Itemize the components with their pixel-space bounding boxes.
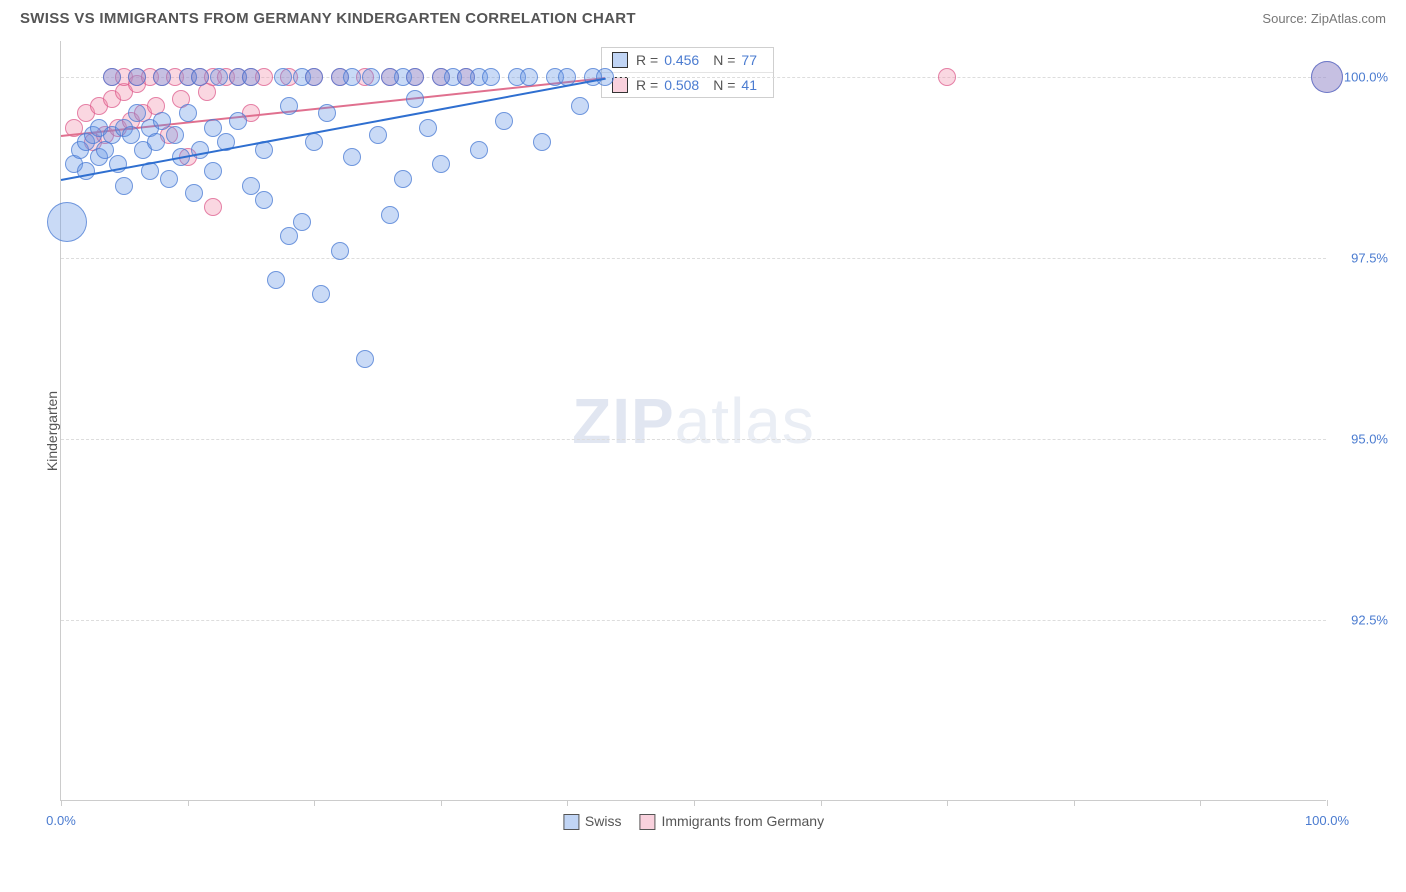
swiss-point	[210, 68, 228, 86]
swiss-point	[255, 191, 273, 209]
x-tick	[947, 800, 948, 806]
swiss-point	[280, 227, 298, 245]
n-label: N =	[713, 77, 735, 93]
chart-title: SWISS VS IMMIGRANTS FROM GERMANY KINDERG…	[20, 10, 636, 27]
r-label: R =	[636, 52, 658, 68]
y-tick-label: 95.0%	[1351, 432, 1388, 447]
x-tick	[821, 800, 822, 806]
x-tick	[1327, 800, 1328, 806]
watermark-zip: ZIP	[572, 385, 675, 457]
swiss-point	[153, 68, 171, 86]
x-tick	[188, 800, 189, 806]
plot-area: ZIPatlas R = 0.456 N = 77 R = 0.508 N = …	[60, 41, 1326, 801]
swiss-point	[242, 68, 260, 86]
correlation-legend: R = 0.456 N = 77 R = 0.508 N = 41	[601, 47, 774, 98]
swiss-point	[229, 112, 247, 130]
swiss-point	[305, 68, 323, 86]
x-tick	[441, 800, 442, 806]
swiss-point	[406, 68, 424, 86]
swatch-swiss	[612, 52, 628, 68]
swiss-point	[356, 350, 374, 368]
y-tick-label: 92.5%	[1351, 613, 1388, 628]
swiss-point	[312, 285, 330, 303]
swatch-swiss-icon	[563, 814, 579, 830]
swiss-point	[274, 68, 292, 86]
swatch-germany	[612, 77, 628, 93]
swiss-point	[103, 68, 121, 86]
x-tick	[1200, 800, 1201, 806]
x-tick-label: 100.0%	[1305, 813, 1349, 828]
y-tick-label: 97.5%	[1351, 251, 1388, 266]
x-tick	[1074, 800, 1075, 806]
swiss-point	[343, 148, 361, 166]
swiss-point	[571, 97, 589, 115]
swiss-point	[305, 133, 323, 151]
swiss-point	[495, 112, 513, 130]
series-legend: Swiss Immigrants from Germany	[563, 813, 824, 830]
swiss-point	[191, 68, 209, 86]
swiss-point	[267, 271, 285, 289]
legend-label-germany: Immigrants from Germany	[661, 813, 824, 829]
germany-point	[204, 198, 222, 216]
swiss-point	[533, 133, 551, 151]
n-value-germany: 41	[741, 77, 757, 93]
legend-item-swiss: Swiss	[563, 813, 622, 830]
x-tick-label: 0.0%	[46, 813, 76, 828]
swiss-point	[381, 206, 399, 224]
x-tick	[61, 800, 62, 806]
swiss-point	[406, 90, 424, 108]
germany-point	[938, 68, 956, 86]
watermark: ZIPatlas	[572, 384, 815, 458]
swiss-point	[77, 162, 95, 180]
n-value-swiss: 77	[741, 52, 757, 68]
gridline	[61, 258, 1326, 259]
swiss-point	[520, 68, 538, 86]
legend-item-germany: Immigrants from Germany	[639, 813, 824, 830]
y-tick-label: 100.0%	[1344, 70, 1388, 85]
swiss-point	[204, 162, 222, 180]
swiss-point	[482, 68, 500, 86]
chart-container: Kindergarten ZIPatlas R = 0.456 N = 77 R…	[20, 31, 1386, 831]
r-label: R =	[636, 77, 658, 93]
swiss-point	[128, 68, 146, 86]
swiss-point	[394, 170, 412, 188]
swiss-point	[160, 170, 178, 188]
swiss-point	[1311, 61, 1343, 93]
n-label: N =	[713, 52, 735, 68]
swiss-point	[432, 155, 450, 173]
source-name: ZipAtlas.com	[1311, 11, 1386, 26]
swatch-germany-icon	[639, 814, 655, 830]
swiss-point	[166, 126, 184, 144]
x-tick	[694, 800, 695, 806]
swiss-point	[369, 126, 387, 144]
swiss-point	[115, 177, 133, 195]
swiss-point	[293, 213, 311, 231]
legend-row-swiss: R = 0.456 N = 77	[602, 48, 773, 73]
y-axis-label: Kindergarten	[44, 391, 60, 471]
swiss-point	[147, 133, 165, 151]
swiss-point	[179, 104, 197, 122]
x-tick	[314, 800, 315, 806]
r-value-swiss: 0.456	[664, 52, 699, 68]
swiss-point	[596, 68, 614, 86]
swiss-point	[343, 68, 361, 86]
gridline	[61, 620, 1326, 621]
swiss-point	[318, 104, 336, 122]
r-value-germany: 0.508	[664, 77, 699, 93]
swiss-point	[419, 119, 437, 137]
source-label: Source:	[1262, 11, 1307, 26]
swiss-point	[470, 141, 488, 159]
gridline	[61, 439, 1326, 440]
legend-label-swiss: Swiss	[585, 813, 622, 829]
x-tick	[567, 800, 568, 806]
swiss-point	[185, 184, 203, 202]
swiss-point	[280, 97, 298, 115]
swiss-point	[331, 242, 349, 260]
watermark-atlas: atlas	[675, 385, 815, 457]
swiss-point	[362, 68, 380, 86]
swiss-point	[47, 202, 87, 242]
source-attribution: Source: ZipAtlas.com	[1262, 11, 1386, 26]
